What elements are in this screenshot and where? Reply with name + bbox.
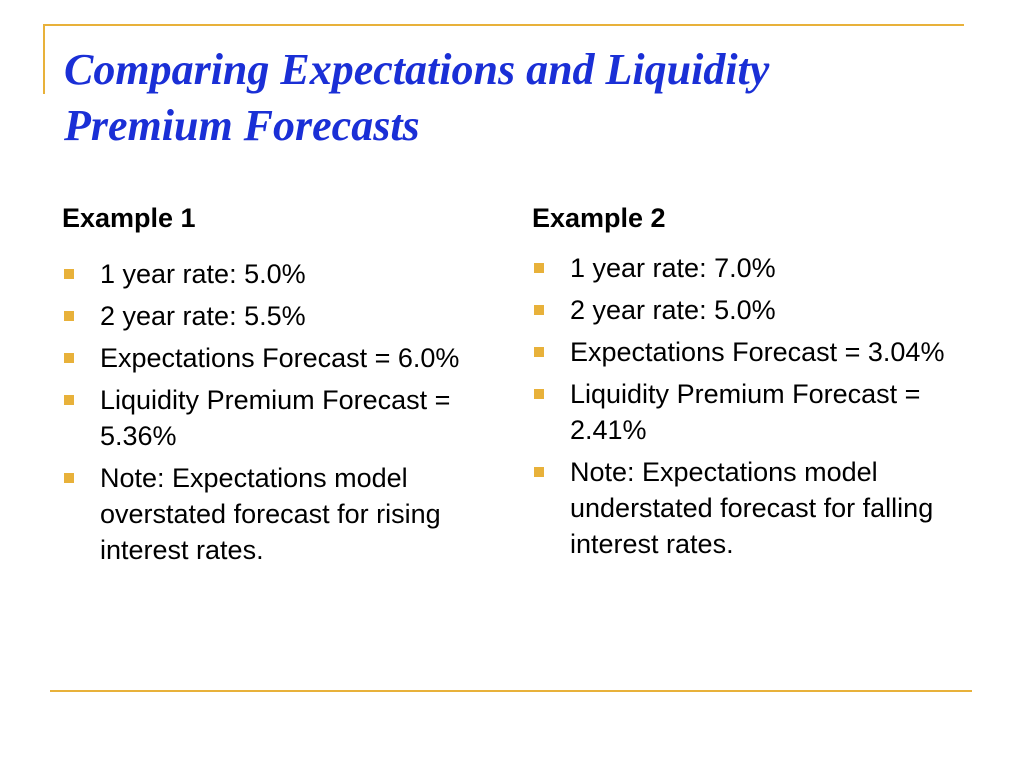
example-2-item-text: Liquidity Premium Forecast = 2.41% — [570, 379, 921, 445]
example-1-list: 1 year rate: 5.0% 2 year rate: 5.5% Expe… — [62, 256, 502, 568]
example-1-item: Note: Expectations model overstated fore… — [62, 460, 500, 568]
example-2-item-text: 1 year rate: 7.0% — [570, 253, 776, 283]
example-1-item-text: 1 year rate: 5.0% — [100, 259, 306, 289]
square-bullet-icon — [64, 473, 74, 483]
example-2-item: Liquidity Premium Forecast = 2.41% — [532, 376, 965, 448]
example-1-item: Liquidity Premium Forecast = 5.36% — [62, 382, 500, 454]
example-1-item: Expectations Forecast = 6.0% — [62, 340, 500, 376]
square-bullet-icon — [534, 263, 544, 273]
example-2-list: 1 year rate: 7.0% 2 year rate: 5.0% Expe… — [532, 250, 972, 562]
bottom-accent-rule — [50, 690, 972, 692]
example-2-column: Example 2 1 year rate: 7.0% 2 year rate:… — [532, 200, 972, 568]
example-2-item-text: Expectations Forecast = 3.04% — [570, 337, 945, 367]
square-bullet-icon — [534, 389, 544, 399]
example-1-item-text: 2 year rate: 5.5% — [100, 301, 306, 331]
example-1-item: 2 year rate: 5.5% — [62, 298, 500, 334]
square-bullet-icon — [64, 395, 74, 405]
example-1-item-text: Expectations Forecast = 6.0% — [100, 343, 460, 373]
example-2-item: Expectations Forecast = 3.04% — [532, 334, 965, 370]
square-bullet-icon — [64, 353, 74, 363]
example-2-item: 2 year rate: 5.0% — [532, 292, 965, 328]
slide-title-line-1: Comparing Expectations and Liquidity — [64, 45, 770, 94]
example-1-item-text: Note: Expectations model overstated fore… — [100, 463, 441, 565]
example-2-item: Note: Expectations model understated for… — [532, 454, 965, 562]
example-1-item: 1 year rate: 5.0% — [62, 256, 500, 292]
square-bullet-icon — [64, 269, 74, 279]
example-1-item-text: Liquidity Premium Forecast = 5.36% — [100, 385, 451, 451]
example-2-heading: Example 2 — [532, 203, 666, 233]
square-bullet-icon — [64, 311, 74, 321]
square-bullet-icon — [534, 347, 544, 357]
example-2-item-text: 2 year rate: 5.0% — [570, 295, 776, 325]
top-accent-rule — [43, 24, 964, 26]
example-2-item: 1 year rate: 7.0% — [532, 250, 965, 286]
example-1-column: Example 1 1 year rate: 5.0% 2 year rate:… — [62, 200, 502, 574]
square-bullet-icon — [534, 467, 544, 477]
left-accent-rule — [43, 24, 45, 94]
slide-title-line-2: Premium Forecasts — [64, 101, 420, 150]
slide-title: Comparing Expectations and Liquidity Pre… — [64, 42, 1004, 154]
square-bullet-icon — [534, 305, 544, 315]
example-2-item-text: Note: Expectations model understated for… — [570, 457, 934, 559]
example-1-heading: Example 1 — [62, 203, 196, 233]
